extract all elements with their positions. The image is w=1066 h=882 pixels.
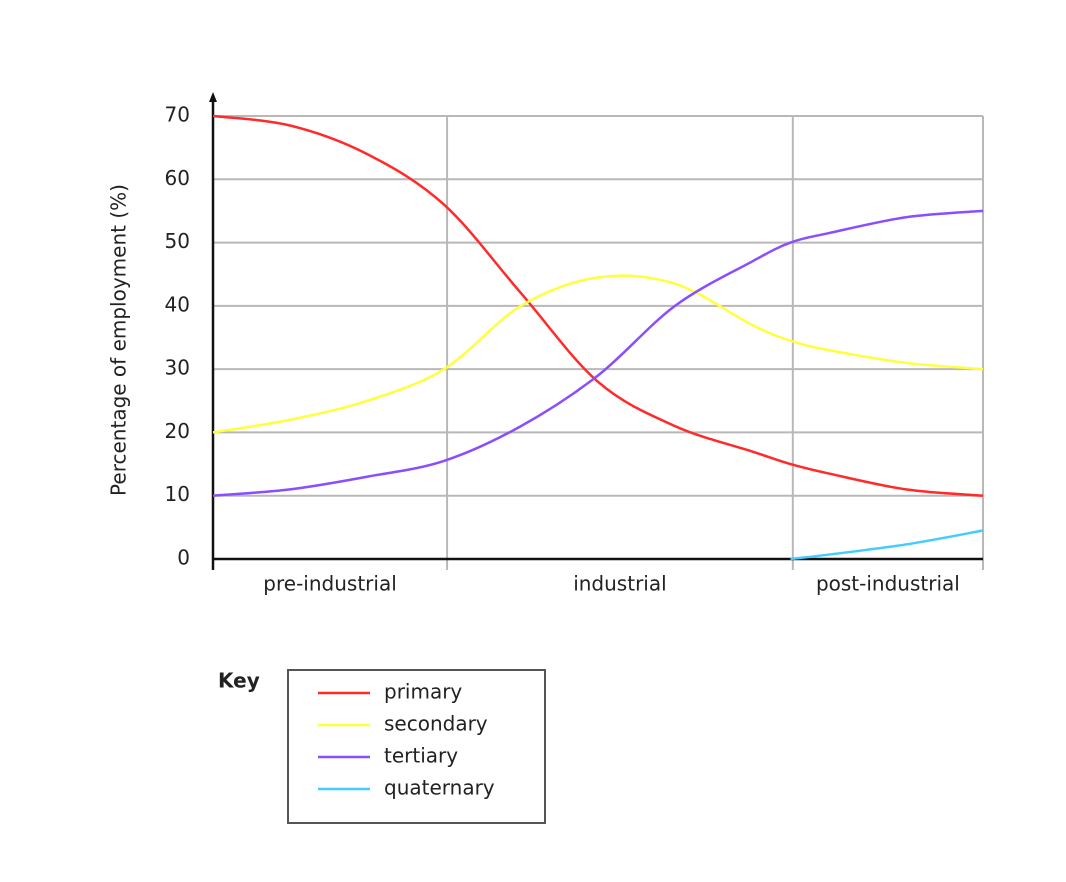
y-tick-label: 10 (165, 482, 190, 506)
legend-label: secondary (384, 712, 488, 736)
y-tick-label: 30 (165, 356, 190, 380)
series-line (212, 209, 984, 497)
x-band-label: industrial (573, 572, 666, 596)
series-line (212, 274, 984, 434)
y-axis-label: Percentage of employment (%) (107, 184, 131, 496)
legend-title: Key (218, 669, 260, 693)
y-tick-label: 20 (165, 419, 190, 443)
legend-label: primary (384, 680, 462, 704)
y-tick-label: 50 (165, 229, 190, 253)
y-tick-label: 70 (165, 103, 190, 127)
y-tick-label: 0 (177, 546, 190, 570)
y-axis-arrow (209, 92, 217, 102)
legend-label: tertiary (384, 744, 458, 768)
x-band-label: pre-industrial (263, 572, 396, 596)
legend-box (287, 669, 546, 824)
series-line (790, 529, 984, 561)
x-band-label: post-industrial (816, 572, 960, 596)
series-line (212, 114, 984, 497)
y-tick-label: 60 (165, 166, 190, 190)
legend-label: quaternary (384, 776, 495, 800)
y-tick-label: 40 (165, 292, 190, 316)
